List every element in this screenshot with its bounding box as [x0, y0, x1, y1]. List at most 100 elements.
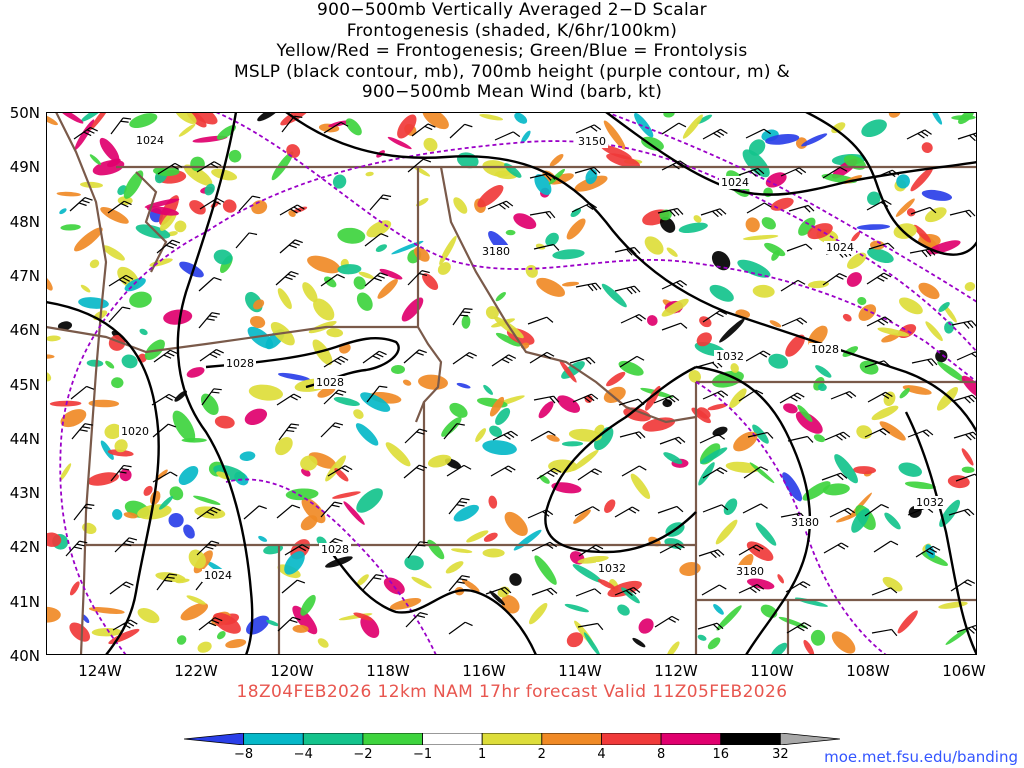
wind-barb	[866, 199, 892, 211]
wind-barb	[362, 350, 387, 364]
wind-barb	[529, 172, 556, 181]
frontogenesis-cell	[545, 232, 559, 247]
frontogenesis-cell	[89, 259, 100, 269]
frontogenesis-cell	[593, 426, 614, 451]
frontogenesis-cell	[360, 615, 380, 639]
frontogenesis-cell	[501, 594, 520, 614]
mslp-label: 1028	[224, 357, 256, 370]
frontogenesis-cell	[945, 627, 970, 645]
wind-barb	[108, 274, 134, 287]
frontogenesis-cell	[795, 411, 823, 434]
wind-barb	[196, 540, 220, 556]
wind-barb	[574, 506, 600, 517]
frontogenesis-cell	[174, 112, 197, 124]
frontogenesis-cell	[332, 491, 361, 499]
frontogenesis-cell	[813, 434, 826, 443]
frontogenesis-cell	[801, 133, 828, 147]
wind-barb	[279, 204, 305, 216]
mslp-label: 1024	[134, 134, 166, 147]
frontogenesis-cell	[594, 424, 605, 434]
frontogenesis-cell	[307, 255, 341, 274]
wind-barb	[110, 117, 132, 135]
frontogenesis-cell	[168, 512, 184, 528]
wind-barb	[745, 128, 771, 139]
frontogenesis-cell	[935, 350, 948, 363]
frontogenesis-cell	[930, 112, 943, 125]
frontogenesis-cell	[402, 379, 412, 386]
frontogenesis-cell	[846, 252, 867, 269]
wind-barb	[71, 423, 93, 440]
frontogenesis-cell	[867, 248, 894, 264]
wind-barb	[779, 392, 805, 404]
frontogenesis-cell	[921, 189, 953, 201]
frontogenesis-cell	[851, 231, 861, 242]
wind-barb	[73, 126, 98, 140]
frontogenesis-cell	[337, 264, 362, 275]
wind-barb	[866, 316, 892, 327]
frontogenesis-cell	[495, 291, 506, 302]
frontogenesis-cell	[479, 113, 504, 121]
wind-barb	[492, 430, 518, 441]
frontogenesis-cell	[123, 512, 138, 519]
title-line-3: Yellow/Red = Frontogenesis; Green/Blue =…	[276, 41, 748, 61]
frontogenesis-cell	[765, 134, 800, 145]
frontogenesis-cell	[248, 384, 283, 401]
colorbar-segment	[422, 733, 483, 745]
wind-barb	[575, 588, 602, 597]
frontogenesis-cell	[810, 629, 826, 646]
frontogenesis-cell	[183, 164, 213, 186]
frontogenesis-cell	[178, 466, 199, 485]
frontogenesis-cell	[906, 208, 916, 217]
colorbar	[184, 733, 840, 745]
frontogenesis-cell	[74, 119, 95, 150]
wind-barb	[156, 573, 178, 591]
wind-barb	[614, 285, 641, 295]
wind-barb	[196, 506, 221, 520]
frontogenesis-cell	[301, 497, 326, 524]
frontogenesis-cell	[100, 207, 129, 224]
colorbar-label: 4	[597, 747, 606, 762]
frontogenesis-cell	[91, 627, 122, 637]
wind-barb	[199, 197, 225, 210]
wind-barb	[407, 270, 430, 286]
wind-barb	[153, 349, 178, 363]
mslp-label-text: 1032	[716, 350, 744, 363]
frontogenesis-cell	[867, 191, 881, 206]
wind-barb	[284, 544, 310, 556]
wind-barb	[614, 586, 641, 596]
frontogenesis-cell	[441, 416, 462, 437]
frontogenesis-cell	[317, 638, 329, 648]
frontogenesis-cell	[451, 548, 473, 554]
frontogenesis-cell	[112, 508, 123, 520]
frontogenesis-cell	[449, 402, 468, 418]
frontogenesis-cell	[936, 386, 959, 411]
frontogenesis-cell	[663, 112, 675, 118]
frontogenesis-cell	[253, 299, 265, 310]
frontogenesis-cell	[679, 562, 701, 576]
wind-barb	[448, 497, 470, 515]
frontogenesis-cell	[552, 249, 585, 260]
frontogenesis-cell	[561, 361, 585, 379]
frontogenesis-cell	[634, 112, 654, 138]
wind-barb	[151, 393, 177, 406]
mslp-contours	[46, 112, 977, 655]
frontogenesis-cell	[213, 249, 233, 265]
wind-barb	[699, 434, 726, 444]
frontogenesis-cell	[964, 282, 976, 292]
lon-label: 116W	[462, 662, 506, 680]
frontogenesis-cell	[568, 428, 602, 442]
wind-barb	[701, 584, 727, 596]
frontogenesis-cell	[742, 149, 770, 178]
wind-barb	[320, 273, 345, 287]
frontogenesis-cell	[366, 220, 392, 238]
frontogenesis-cell	[257, 112, 280, 122]
wind-barb	[369, 194, 392, 211]
frontogenesis-cell	[397, 114, 417, 139]
contour-labels: 1024 1028 1028 1020 1024 1028 1032 1032 1028 1024…	[119, 134, 946, 582]
frontogenesis-cell	[427, 539, 445, 560]
wind-barb	[952, 394, 977, 404]
frontogenesis-cell	[477, 185, 504, 208]
source-url[interactable]: moe.met.fsu.edu/banding	[824, 748, 1018, 766]
frontogenesis-cell	[883, 391, 896, 407]
frontogenesis-cell	[439, 235, 457, 265]
